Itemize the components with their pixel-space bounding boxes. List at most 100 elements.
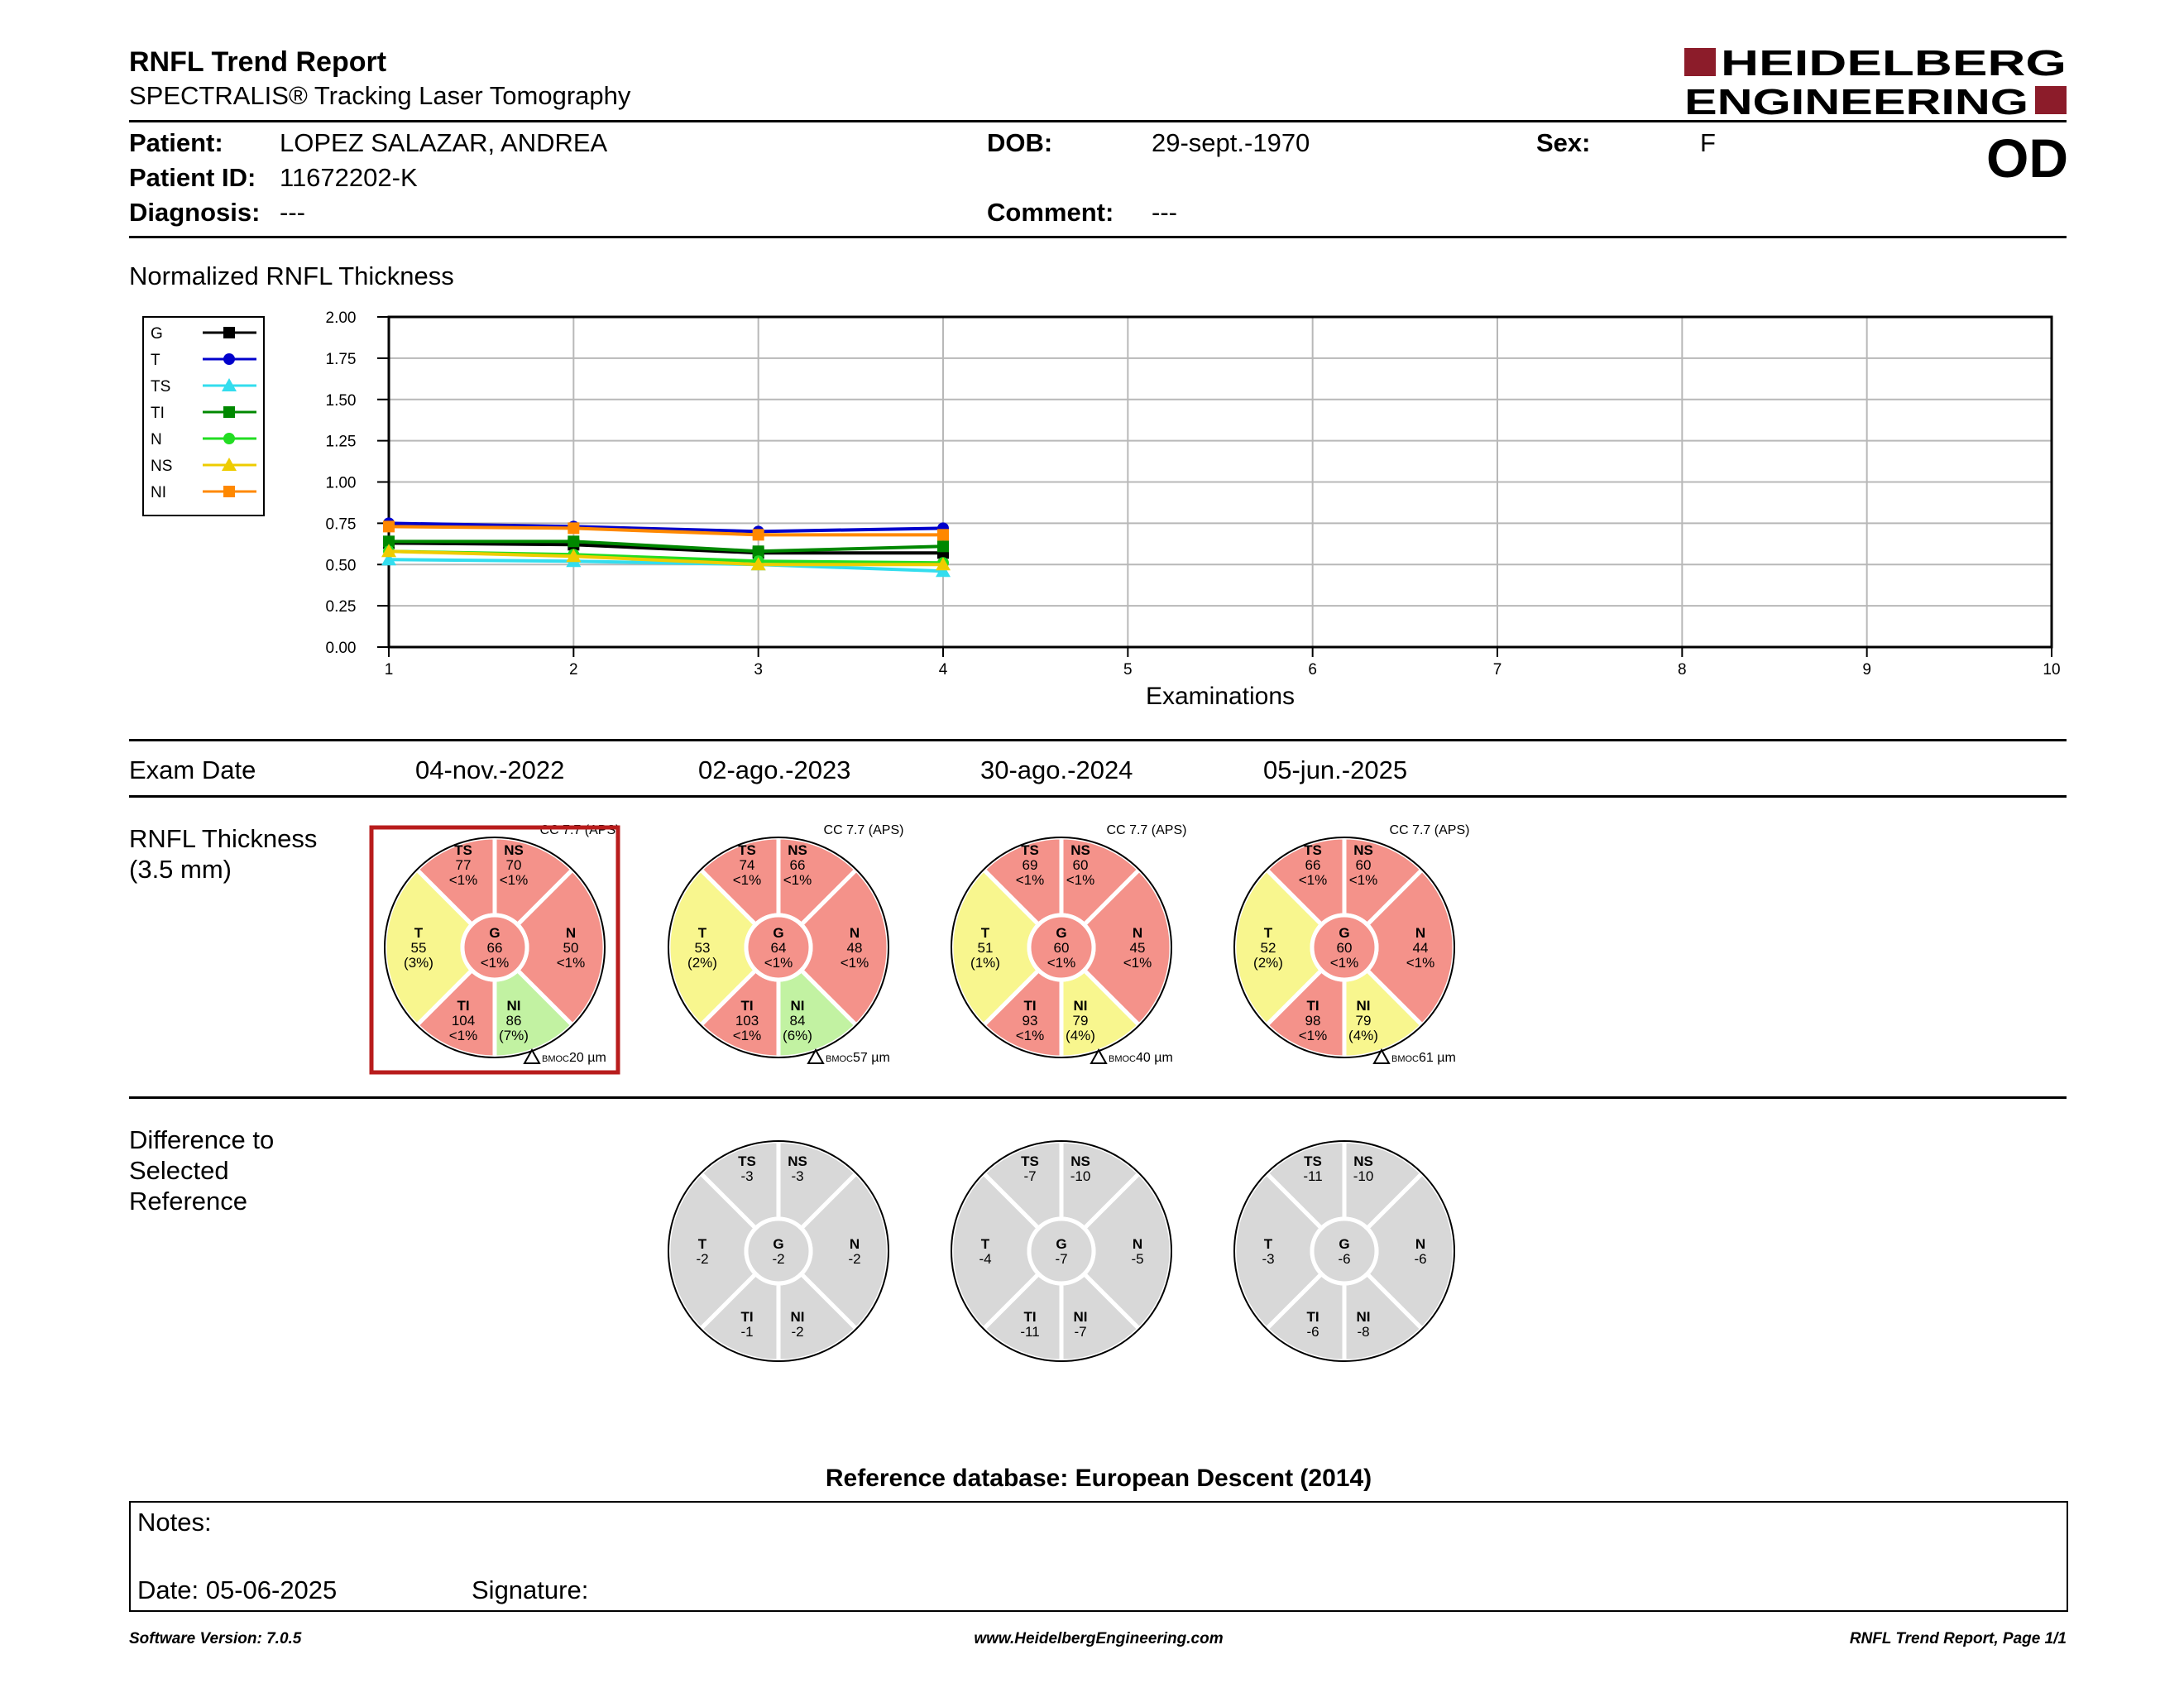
thickness-diagrams: N50<1%NS70<1%TS77<1%T55(3%)TI104<1%NI86(… bbox=[369, 823, 1469, 1075]
comment-label: Comment: bbox=[987, 198, 1114, 227]
page-number: RNFL Trend Report, Page 1/1 bbox=[1849, 1630, 2067, 1647]
x-tick-label: 1 bbox=[385, 661, 394, 679]
notes-box[interactable]: Notes: Date: 05-06-2025 Signature: bbox=[129, 1501, 2068, 1612]
sector-value: -10 bbox=[1353, 1168, 1374, 1184]
sector-value: (6%) bbox=[783, 1028, 812, 1043]
series-line-NS bbox=[388, 549, 943, 567]
bmoc-value: 40 µm bbox=[1136, 1051, 1173, 1065]
sector-label: N bbox=[1133, 1236, 1142, 1252]
sector-value: (4%) bbox=[1348, 1028, 1378, 1043]
difference-label-1: Difference to bbox=[129, 1125, 275, 1154]
legend-marker-G bbox=[223, 327, 235, 338]
difference-diagrams: N-2NS-3TS-3T-2TI-1NI-2G-2N-5NS-10TS-7T-4… bbox=[666, 1139, 1457, 1364]
sector-label: N bbox=[1133, 925, 1142, 941]
eye-label: OD bbox=[1986, 127, 2068, 189]
sector-value: 60 bbox=[1337, 940, 1353, 956]
sector-label: TI bbox=[740, 998, 753, 1014]
rule-after-exams bbox=[129, 795, 2067, 798]
sector-value: 60 bbox=[1356, 857, 1372, 873]
rnfl-diagram-3: N44<1%NS60<1%TS66<1%T52(2%)TI98<1%NI79(4… bbox=[1232, 823, 1469, 1065]
x-axis-label: Examinations bbox=[1146, 683, 1295, 710]
sector-label: T bbox=[414, 925, 424, 941]
sector-label: TI bbox=[457, 998, 469, 1014]
delta-icon bbox=[523, 1048, 541, 1064]
sector-G bbox=[1310, 1216, 1379, 1286]
sector-value: -3 bbox=[791, 1168, 803, 1184]
y-tick-label: 1.25 bbox=[326, 434, 357, 451]
software-version: Software Version: 7.0.5 bbox=[129, 1630, 302, 1647]
sector-label: T bbox=[1264, 925, 1273, 941]
report-title: RNFL Trend Report bbox=[129, 46, 387, 78]
x-tick-label: 7 bbox=[1493, 661, 1502, 679]
data-point-TI bbox=[937, 540, 949, 553]
sector-label: TI bbox=[1023, 998, 1036, 1014]
exam-date-4: 05-jun.-2025 bbox=[1263, 755, 1408, 784]
sector-label: T bbox=[698, 925, 707, 941]
sector-label: TS bbox=[738, 842, 756, 858]
sector-label: NI bbox=[1357, 1309, 1371, 1325]
sector-label: NI bbox=[791, 998, 805, 1014]
sector-value: <1% bbox=[1406, 955, 1435, 971]
sector-value: <1% bbox=[1330, 955, 1359, 971]
sector-label: NI bbox=[1357, 998, 1371, 1014]
sector-value: <1% bbox=[733, 1028, 762, 1043]
sector-value: 84 bbox=[790, 1013, 806, 1029]
delta-icon bbox=[1372, 1048, 1391, 1064]
sector-value: 69 bbox=[1023, 857, 1038, 873]
sector-label: NS bbox=[1070, 1153, 1090, 1169]
bmoc-value: 57 µm bbox=[853, 1051, 890, 1065]
sector-label: NI bbox=[791, 1309, 805, 1325]
trend-chart: 0.00 0.25 0.50 0.75 1.00 1.25 1.50 1.75 2.00 1 2 3 4… bbox=[142, 309, 2061, 710]
header-rule-top bbox=[129, 120, 2067, 122]
sector-value: 55 bbox=[411, 940, 427, 956]
y-tick-label: 0.50 bbox=[326, 557, 357, 574]
sector-label: G bbox=[773, 1236, 783, 1252]
patient-id-label: Patient ID: bbox=[129, 163, 256, 192]
sector-label: T bbox=[698, 1236, 707, 1252]
delta-icon bbox=[1090, 1048, 1108, 1064]
legend-label-TS: TS bbox=[151, 378, 170, 396]
sector-G bbox=[744, 1216, 813, 1286]
sector-value: <1% bbox=[1066, 872, 1095, 888]
legend-label-N: N bbox=[151, 431, 162, 448]
svg-text:ENGINEERING: ENGINEERING bbox=[1684, 82, 2028, 119]
rnfl-diagram-2: N45<1%NS60<1%TS69<1%T51(1%)TI93<1%NI79(4… bbox=[949, 823, 1186, 1065]
sector-label: T bbox=[981, 925, 990, 941]
data-point-NI bbox=[752, 529, 764, 541]
patient-id: 11672202-K bbox=[280, 163, 418, 192]
sector-value: <1% bbox=[449, 1028, 478, 1043]
sector-label: G bbox=[489, 925, 500, 941]
sector-value: -1 bbox=[740, 1324, 753, 1340]
legend-marker-TI bbox=[223, 406, 235, 418]
sector-value: 93 bbox=[1023, 1013, 1038, 1029]
sector-value: <1% bbox=[733, 872, 762, 888]
sector-label: TI bbox=[1306, 1309, 1319, 1325]
website-link[interactable]: www.HeidelbergEngineering.com bbox=[974, 1630, 1224, 1647]
x-tick-label: 4 bbox=[939, 661, 948, 679]
quality-label: CC 7.7 (APS) bbox=[824, 823, 904, 837]
comment-value: --- bbox=[1152, 198, 1177, 227]
report-subtitle: SPECTRALIS® Tracking Laser Tomography bbox=[129, 81, 631, 110]
sector-label: G bbox=[1056, 1236, 1066, 1252]
sector-value: 70 bbox=[506, 857, 522, 873]
difference-label-3: Reference bbox=[129, 1187, 248, 1216]
data-point-NI bbox=[568, 522, 580, 535]
sector-label: G bbox=[1339, 1236, 1349, 1252]
sector-value: -4 bbox=[979, 1251, 991, 1267]
sector-value: <1% bbox=[1299, 872, 1328, 888]
sector-value: -6 bbox=[1414, 1251, 1426, 1267]
reference-database: Reference database: European Descent (20… bbox=[825, 1465, 1372, 1492]
data-point-NI bbox=[937, 529, 949, 541]
selected-reference-frame bbox=[369, 825, 620, 1075]
sector-value: 50 bbox=[563, 940, 579, 956]
rnfl-thickness-label: RNFL Thickness bbox=[129, 824, 318, 853]
sector-value: -2 bbox=[848, 1251, 860, 1267]
diagnosis-value: --- bbox=[280, 198, 305, 227]
difference-label-2: Selected bbox=[129, 1156, 229, 1185]
series-line-T bbox=[388, 521, 944, 534]
legend-marker-N bbox=[223, 433, 235, 444]
sector-value: -5 bbox=[1131, 1251, 1143, 1267]
y-tick-label: 1.75 bbox=[326, 351, 357, 368]
bmoc-label: BMOC bbox=[1109, 1054, 1136, 1064]
